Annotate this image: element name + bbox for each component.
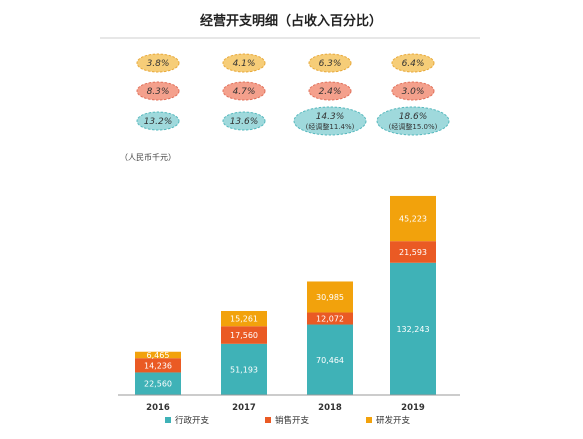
bar-value-label: 12,072 xyxy=(316,315,344,324)
bar-segment xyxy=(307,281,353,313)
percent-label: 18.6% xyxy=(399,112,428,122)
percent-label: 4.1% xyxy=(233,59,256,69)
percent-oval xyxy=(136,81,180,101)
bar-segment xyxy=(390,195,436,242)
bar-segment xyxy=(135,372,181,395)
bar-segment xyxy=(307,312,353,325)
bar-segment xyxy=(221,310,267,327)
percent-oval xyxy=(376,106,450,136)
percent-oval xyxy=(391,53,435,73)
x-tick-label: 2019 xyxy=(401,403,425,413)
bar-value-label: 6,465 xyxy=(147,351,170,360)
percent-oval xyxy=(222,53,266,73)
percent-label: 8.3% xyxy=(147,87,170,97)
legend-label: 研发开支 xyxy=(376,415,411,426)
bar-segment xyxy=(390,241,436,263)
percent-label: 2.4% xyxy=(319,87,342,97)
bar-segment xyxy=(135,351,181,359)
legend: 行政开支 销售开支 研发开支 xyxy=(165,415,411,426)
adjusted-percent-label: (经调整11.4%) xyxy=(306,122,355,131)
legend-swatch xyxy=(165,417,171,423)
bar-value-label: 51,193 xyxy=(230,365,258,374)
bar-value-label: 17,560 xyxy=(230,331,258,340)
percent-oval xyxy=(308,81,352,101)
x-tick-label: 2017 xyxy=(232,403,256,413)
bar-value-label: 15,261 xyxy=(230,315,258,324)
percent-oval xyxy=(293,106,367,136)
percent-oval xyxy=(391,81,435,101)
percent-label: 6.3% xyxy=(319,59,342,69)
bar-value-label: 132,243 xyxy=(396,325,429,334)
legend-label: 行政开支 xyxy=(175,415,210,426)
percent-oval xyxy=(136,53,180,73)
percent-label: 13.6% xyxy=(230,117,259,127)
percent-oval xyxy=(222,111,266,131)
percent-oval xyxy=(222,81,266,101)
percent-label: 4.7% xyxy=(233,87,256,97)
percent-label: 14.3% xyxy=(316,112,345,122)
percent-ovals: 3.8% 4.1% 6.3% 6.4% 8.3% 4.7% 2.4% 3.0% 13.2% 13.… xyxy=(136,53,450,136)
percent-oval xyxy=(136,111,180,131)
percent-label: 3.8% xyxy=(147,59,170,69)
legend-label: 销售开支 xyxy=(275,415,310,426)
bar-value-label: 22,560 xyxy=(144,380,172,389)
chart-title: 经营开支明细（占收入百分比） xyxy=(200,13,382,29)
bar-segment xyxy=(221,343,267,395)
bar-segment xyxy=(390,262,436,395)
adjusted-percent-label: (经调整15.0%) xyxy=(389,122,438,131)
bar-value-label: 14,236 xyxy=(144,361,172,370)
legend-swatch xyxy=(265,417,271,423)
bar-segment xyxy=(135,358,181,373)
bar-value-label: 30,985 xyxy=(316,293,344,302)
bar-segment xyxy=(221,326,267,344)
percent-oval xyxy=(308,53,352,73)
percent-label: 3.0% xyxy=(402,87,425,97)
bar-value-label: 21,593 xyxy=(399,248,427,257)
legend-swatch xyxy=(366,417,372,423)
x-tick-labels: 2016 2017 2018 2019 xyxy=(146,403,425,413)
bar-value-label: 70,464 xyxy=(316,356,344,365)
bar-value-label: 45,223 xyxy=(399,215,427,224)
percent-label: 13.2% xyxy=(144,117,173,127)
percent-label: 6.4% xyxy=(402,59,425,69)
unit-label: （人民币千元） xyxy=(120,152,176,162)
x-tick-label: 2016 xyxy=(146,403,170,413)
x-tick-label: 2018 xyxy=(318,403,342,413)
bar-segment xyxy=(307,324,353,395)
